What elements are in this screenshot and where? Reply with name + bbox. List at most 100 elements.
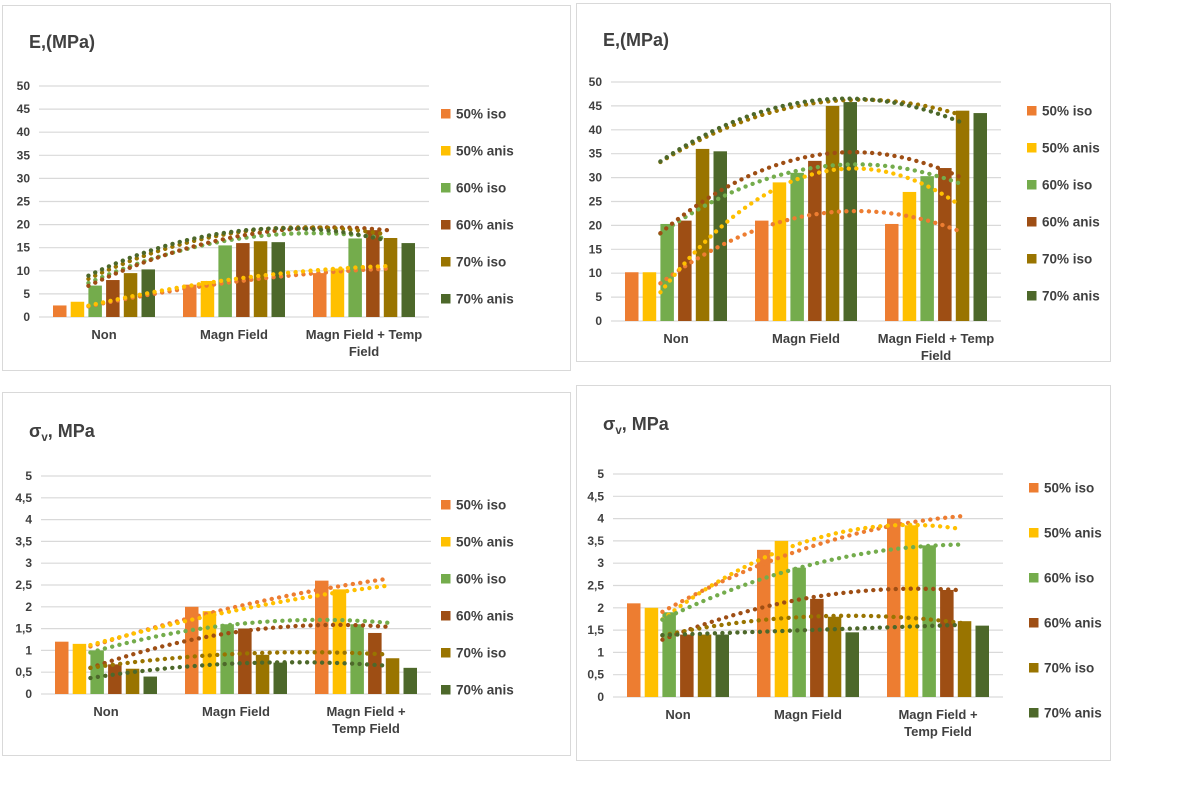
y-tick-label: 45 — [17, 102, 31, 116]
y-tick-label: 3 — [25, 556, 32, 570]
trendline-50-anis — [660, 522, 964, 622]
bar-50-anis-3 — [332, 589, 347, 694]
trendline-60-anis — [86, 225, 390, 288]
chart-title: E,(MPa) — [603, 30, 669, 50]
trendline-70-anis — [86, 226, 390, 278]
legend-swatch — [1027, 217, 1037, 227]
legend-swatch — [441, 183, 451, 193]
chart-panel-sigma-left: σv, MPa 0 0,5 1 1,5 2 2,5 3 3,5 4 4,5 5 Non Magn Fie… — [2, 392, 571, 756]
trendline-60-anis — [658, 150, 962, 236]
y-tick-label: 0 — [595, 314, 602, 328]
bar-50-anis-3 — [330, 268, 345, 317]
bar-50-anis-1 — [70, 301, 85, 317]
bar-70-anis-3 — [401, 243, 415, 317]
bar-70-iso-1 — [123, 273, 138, 317]
trendline-60-anis — [88, 622, 392, 671]
legend-swatch — [1027, 106, 1037, 116]
legend: 50% iso 50% anis 60% iso 60% anis 70% iso 70%… — [1029, 481, 1102, 721]
legend-label: 60% anis — [456, 218, 514, 233]
y-tick-label: 1 — [597, 645, 604, 659]
legend-label: 60% iso — [1042, 178, 1092, 193]
legend-swatch — [441, 685, 451, 695]
legend-swatch — [1029, 483, 1039, 493]
category-label: Non — [91, 327, 116, 342]
bar-70-iso-1 — [697, 634, 712, 697]
bar-60-iso-2 — [218, 245, 232, 317]
trendlines — [660, 514, 964, 642]
trendline-50-anis — [88, 583, 392, 648]
legend-label: 50% iso — [456, 498, 506, 513]
bar-60-anis-2 — [238, 628, 252, 694]
category-label: Magn Field + Temp — [306, 327, 422, 342]
trendlines — [86, 225, 390, 309]
trendlines — [88, 576, 392, 681]
category-label: Field — [349, 344, 379, 359]
legend-swatch — [441, 220, 451, 230]
chart-panel-e-mpa-right: E,(MPa) 0 5 10 15 20 25 30 35 40 45 50 Non Magn Fiel… — [576, 3, 1111, 362]
bar-60-anis-1 — [680, 634, 694, 697]
y-tick-label: 10 — [17, 264, 31, 278]
chart-title: E,(MPa) — [29, 32, 95, 52]
legend-label: 70% iso — [1042, 252, 1092, 267]
y-tick-label: 2 — [25, 600, 32, 614]
bar-50-iso-1 — [625, 272, 639, 321]
bar-60-iso-1 — [90, 650, 104, 694]
trendline-60-iso — [88, 617, 392, 655]
chart-svg-sigma-left: 0 0,5 1 1,5 2 2,5 3 3,5 4 4,5 5 Non Magn Field Magn F… — [15, 421, 513, 736]
y-tick-label: 1,5 — [587, 623, 604, 637]
chart-panel-e-mpa-left: E,(MPa) 0 5 10 15 20 25 30 35 40 45 50 Non Magn Fiel… — [2, 5, 571, 371]
bar-70-iso-3 — [383, 237, 398, 317]
legend-swatch — [1029, 618, 1039, 628]
category-label: Non — [665, 707, 690, 722]
y-tick-label: 2 — [597, 601, 604, 615]
bar-50-anis-2 — [202, 611, 217, 694]
y-axis-tick-labels: 0 0,5 1 1,5 2 2,5 3 3,5 4 4,5 5 — [587, 467, 604, 704]
bar-50-iso-2 — [185, 606, 199, 694]
trendline-50-iso — [658, 208, 962, 286]
bars — [625, 102, 987, 322]
bar-70-anis-3 — [975, 625, 989, 697]
y-tick-label: 25 — [17, 195, 31, 209]
legend-swatch — [1027, 180, 1037, 190]
y-tick-label: 2,5 — [15, 578, 32, 592]
category-label: Temp Field — [904, 724, 972, 739]
x-axis-category-labels: Non Magn Field Magn Field + Temp Field — [91, 327, 422, 359]
legend-swatch — [1029, 663, 1039, 673]
y-tick-label: 25 — [589, 195, 603, 209]
y-tick-label: 4 — [597, 512, 604, 526]
legend-label: 70% anis — [1042, 289, 1100, 304]
bar-50-iso-3 — [313, 273, 327, 317]
bar-70-anis-1 — [143, 676, 157, 694]
bar-60-iso-2 — [220, 624, 234, 694]
bar-50-anis-2 — [772, 182, 787, 321]
chart-svg-e-mpa-right: 0 5 10 15 20 25 30 35 40 45 50 Non Magn Field Magn Fi… — [589, 30, 1100, 361]
y-tick-label: 35 — [17, 148, 31, 162]
bar-60-anis-3 — [940, 589, 954, 697]
bars — [55, 580, 417, 694]
bar-50-anis-1 — [72, 643, 87, 694]
legend-swatch — [441, 648, 451, 658]
bar-50-iso-3 — [315, 580, 329, 694]
legend-label: 50% iso — [1042, 104, 1092, 119]
bar-50-iso-1 — [55, 641, 69, 694]
y-tick-label: 0 — [597, 690, 604, 704]
bar-60-anis-2 — [808, 160, 822, 321]
category-label: Magn Field + — [898, 707, 978, 722]
legend-swatch — [1029, 528, 1039, 538]
chart-svg-sigma-right: 0 0,5 1 1,5 2 2,5 3 3,5 4 4,5 5 Non Magn Field Magn F… — [587, 414, 1102, 739]
legend-swatch — [441, 294, 451, 304]
bar-70-anis-2 — [845, 632, 859, 697]
y-tick-label: 5 — [597, 467, 604, 481]
y-tick-label: 50 — [589, 75, 603, 89]
trendlines — [658, 96, 962, 295]
category-label: Non — [663, 331, 688, 346]
y-tick-label: 30 — [589, 171, 603, 185]
y-tick-label: 40 — [17, 125, 31, 139]
y-axis-tick-labels: 0 5 10 15 20 25 30 35 40 45 50 — [589, 75, 603, 328]
bar-60-iso-3 — [350, 624, 364, 694]
legend-label: 50% iso — [456, 107, 506, 122]
bar-70-iso-2 — [255, 654, 270, 694]
legend-swatch — [1027, 291, 1037, 301]
trendline-70-anis — [660, 622, 964, 638]
bar-60-iso-3 — [348, 238, 362, 317]
